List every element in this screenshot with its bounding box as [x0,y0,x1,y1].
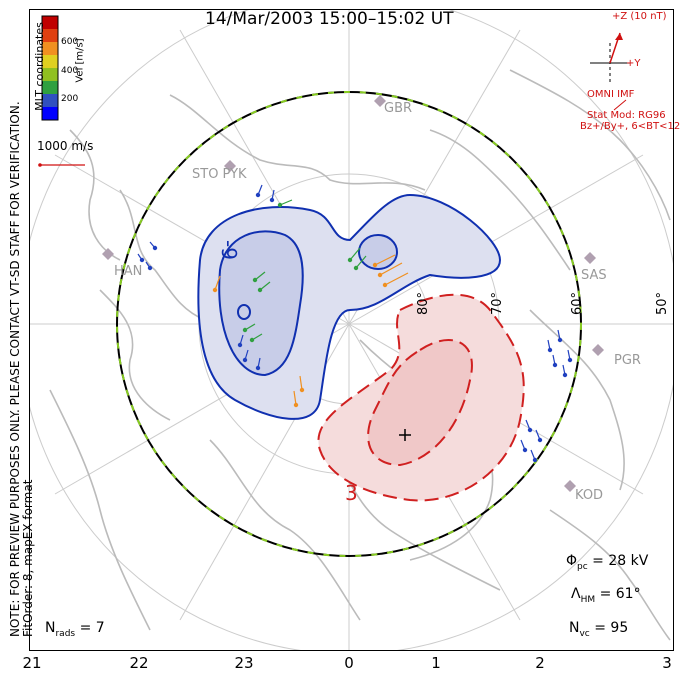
velocity-colorbar [41,15,59,121]
hm-boundary-latitude: ΛHM = 61° [571,586,641,605]
imf-condition: Bz+/By+, 6<BT<12 [580,121,680,132]
station-label: HAN [114,264,143,279]
colorbar-tick: 600 [61,37,79,47]
potential-max-marker [399,429,411,441]
velocity-reference-vector [38,163,85,167]
station-label: PGR [614,353,641,368]
latitude-label: 70° [490,291,506,316]
heppner-maynard-boundary-dash [116,91,582,557]
vector-count: Nvc = 95 [569,620,628,639]
station-label: STO PYK [192,167,247,182]
colorbar-tick: 400 [61,66,79,76]
negative-cell-inner [218,230,304,377]
coordinate-system: MLT coordinates [32,22,46,111]
mlt-tick: 21 [22,654,42,672]
nvc-symbol: N [569,620,580,636]
equals: = [79,620,92,636]
station-label: SAS [581,268,607,283]
phi-subscript: pc [577,561,588,572]
imf-diagram [590,32,630,111]
polar-map [30,10,673,650]
lambda-symbol: Λ [571,586,581,602]
mlt-tick: 1 [431,654,441,672]
fit-order: FitOrder: 8, mapEX format [21,479,35,637]
nvc-value: 95 [610,620,629,636]
negative-cell-ring [358,234,398,270]
equals: = [594,620,606,636]
mlt-tick: 23 [234,654,254,672]
imf-y-label: +Y [626,58,641,69]
colorbar-title: Vel [m/s] [74,38,86,83]
latitude-label: 50° [655,291,671,316]
imf-model: Stat Mod: RG96 [587,110,666,121]
radar-count: Nrads = 7 [45,620,105,639]
station-label: KOD [575,488,604,503]
mlt-tick: 0 [344,654,354,672]
latitude-label: 60° [570,291,586,316]
map-title: 14/Mar/2003 15:00–15:02 UT [205,9,454,29]
mlt-tick: 22 [129,654,149,672]
equals: = [599,586,612,602]
latitude-label: 80° [416,291,432,316]
velocity-reference-label: 1000 m/s [37,139,94,153]
cross-polar-potential: Φpc = 28 kV [566,553,648,572]
nvc-subscript: vc [579,628,590,639]
mlt-tick: 3 [662,654,672,672]
station-label: GBR [384,101,413,116]
phi-symbol: Φ [566,553,578,569]
nrads-value: 7 [95,620,105,636]
positive-potential-label: 3 [345,481,358,505]
colorbar-tick: 200 [61,94,79,104]
nrads-subscript: rads [55,628,76,639]
velocity-vectors [137,184,573,463]
imf-z-label: +Z (10 nT) [612,11,667,22]
equals: = [592,553,604,569]
mlt-tick: 2 [535,654,545,672]
nrads-symbol: N [45,620,56,636]
lambda-subscript: HM [580,594,596,605]
lambda-value: 61° [615,586,641,602]
imf-source: OMNI IMF [587,89,635,100]
positive-cell-inner [367,339,473,467]
negative-potential-label: -9 [216,240,241,260]
negative-cell-core [237,304,251,320]
phi-value: 28 kV [608,553,649,569]
preview-note: NOTE: FOR PREVIEW PURPOSES ONLY. PLEASE … [8,101,22,637]
map-frame [29,9,674,651]
station-markers [102,95,604,492]
